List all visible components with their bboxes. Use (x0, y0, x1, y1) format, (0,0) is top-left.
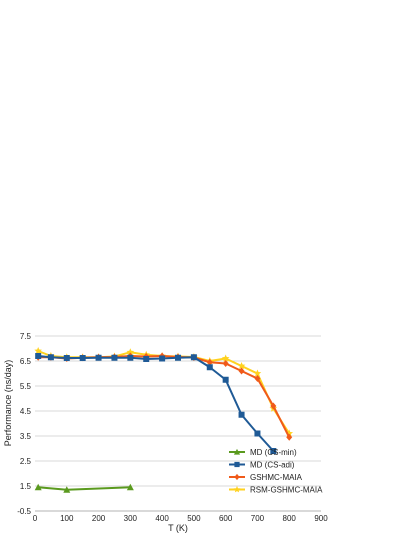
y-tick-label: 2.5 (20, 457, 32, 466)
data-point (63, 486, 71, 493)
data-point (126, 348, 135, 356)
data-point (111, 354, 118, 361)
data-point (206, 358, 213, 366)
legend-item: GSHMC-MAIA (229, 473, 303, 482)
legend-label: RSM-GSHMC-MAIA (250, 486, 323, 495)
data-point (270, 402, 277, 410)
data-point (238, 411, 245, 418)
x-tick-label: 800 (283, 514, 297, 523)
series-line (38, 486, 131, 491)
data-point (206, 364, 213, 371)
legend-swatch-marker (234, 473, 240, 481)
y-tick-label: 7.5 (20, 332, 32, 341)
x-tick-label: 300 (124, 514, 138, 523)
data-point (222, 376, 229, 383)
y-tick-label: 1.5 (20, 482, 32, 491)
data-point (143, 356, 150, 362)
y-axis-label: Performance (ns/day) (3, 360, 13, 447)
series-layer (34, 347, 294, 493)
data-point (237, 362, 246, 370)
data-point (127, 354, 134, 361)
x-tick-label: 200 (92, 514, 106, 523)
legend-swatch-marker (233, 448, 241, 455)
y-tick-label: 5.5 (20, 382, 32, 391)
legend-item: MD (CS-adi) (229, 461, 295, 470)
data-point (254, 430, 261, 437)
data-point (35, 353, 42, 359)
data-point (286, 433, 293, 441)
data-point (34, 483, 42, 491)
data-point (63, 355, 70, 361)
data-point (253, 369, 262, 377)
data-point (159, 355, 166, 362)
data-point (79, 355, 86, 361)
data-point (95, 354, 102, 361)
axes-layer: -0.5 1.5 2.5 3.5 4.5 5.5 6.5 7.5 0 100 200 300 400 50… (17, 332, 328, 523)
y-tick-label: 3.5 (20, 432, 32, 441)
legend-swatch-marker (234, 461, 240, 468)
legend-label: MD (CS-adi) (250, 461, 295, 470)
legend-label: GSHMC-MAIA (250, 473, 303, 482)
series-0 (34, 483, 134, 493)
legend-item: RSM-GSHMC-MAIA (229, 486, 323, 495)
data-point (238, 367, 245, 375)
y-tick-label: 4.5 (20, 407, 32, 416)
data-point (34, 347, 42, 355)
data-point (221, 354, 230, 362)
data-point (222, 360, 229, 367)
data-point (270, 448, 277, 454)
x-tick-label: 700 (251, 514, 265, 523)
legend: MD (CS-min) MD (CS-adi) GSHMC-MAIA RSM-GSHM… (229, 448, 323, 495)
x-tick-label: 900 (314, 514, 328, 523)
x-tick-label: 100 (60, 514, 74, 523)
data-point (175, 354, 181, 361)
legend-item: MD (CS-min) (229, 448, 297, 457)
series-line (37, 350, 291, 435)
x-tick-label: 400 (155, 514, 169, 523)
x-tick-label: 600 (219, 514, 233, 523)
legend-swatch-marker (233, 485, 241, 493)
x-tick-label: 0 (33, 514, 38, 523)
series-line (38, 355, 275, 452)
data-point (190, 354, 197, 361)
y-tick-label: -0.5 (17, 507, 31, 516)
data-point (254, 375, 261, 382)
data-point (47, 354, 54, 361)
series-1 (35, 353, 277, 454)
data-point (126, 483, 134, 491)
legend-label: MD (CS-min) (250, 448, 297, 457)
x-axis-label: T (K) (168, 523, 188, 533)
y-tick-label: 6.5 (20, 357, 32, 366)
x-tick-label: 500 (187, 514, 201, 523)
